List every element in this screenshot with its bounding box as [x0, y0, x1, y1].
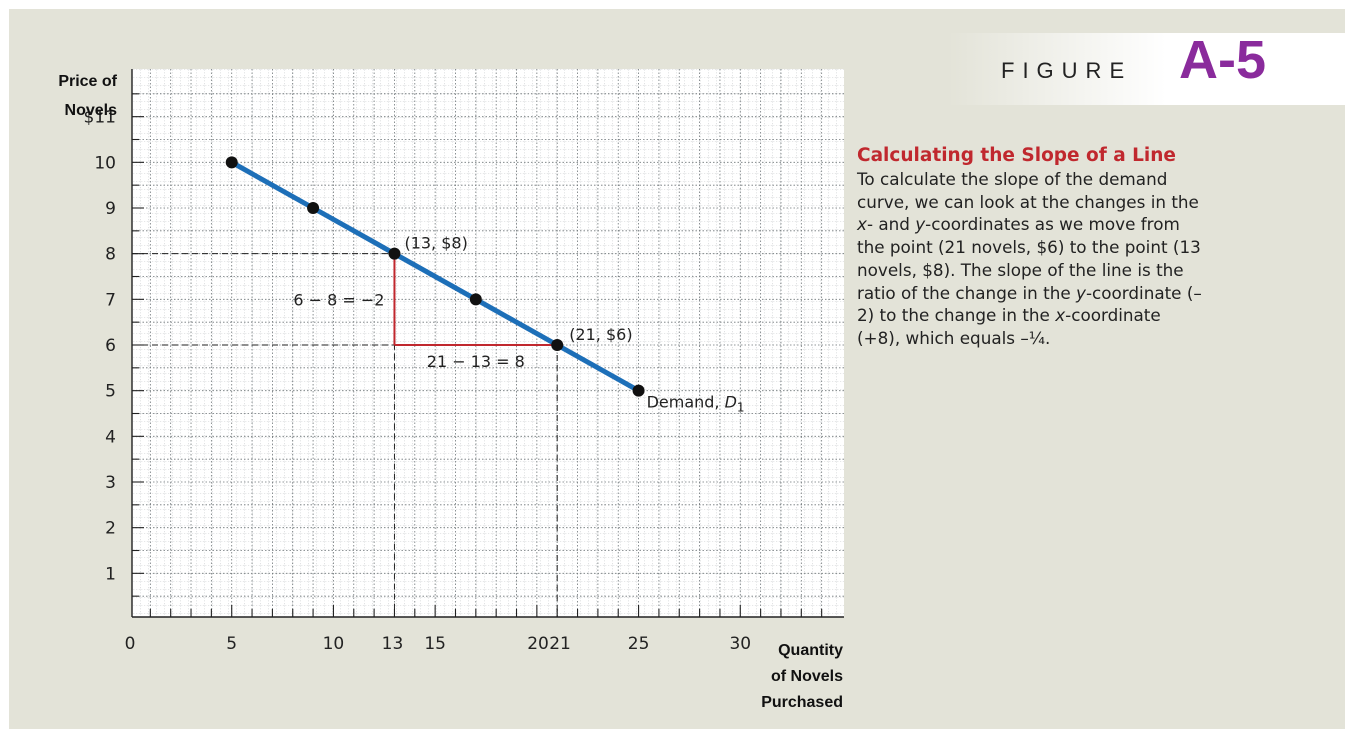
- x-axis-title-line-1: Quantity: [778, 642, 843, 659]
- y-tick-label: 9: [105, 199, 116, 219]
- slope-rise-label: 6 − 8 = −2: [293, 290, 384, 309]
- y-tick-label: 3: [105, 473, 116, 493]
- demand-curve-line: [229, 159, 642, 394]
- figure-word: FIGURE: [1001, 58, 1133, 83]
- y-tick-label: 10: [94, 153, 116, 173]
- caption-body: To calculate the slope of the demand cur…: [857, 169, 1202, 348]
- y-tick-label: 5: [105, 382, 116, 402]
- point-label-13-8: (13, $8): [404, 234, 467, 253]
- y-tick-label: 2: [105, 519, 116, 539]
- demand-series-label: Demand, D1: [647, 393, 745, 415]
- slope-run-label: 21 − 13 = 8: [427, 352, 525, 371]
- y-tick-label: 8: [105, 245, 116, 265]
- y-tick-label: 1: [105, 564, 116, 584]
- x-tick-label: 15: [424, 634, 446, 654]
- minor-grid: [132, 69, 844, 617]
- x-tick-label: 13: [382, 634, 404, 654]
- x-axis-title-line-3: Purchased: [761, 694, 843, 711]
- x-tick-label: 21: [549, 634, 571, 654]
- demand-point: [307, 202, 320, 214]
- figure-number: A-5: [1179, 30, 1267, 90]
- x-axis-title-line-2: of Novels: [771, 668, 843, 685]
- figure-panel: 0 5 10 13 15 20 21 25 30 1 2 3 4 5 6 7 8 9 10 $11 6 − 8 = −…: [9, 9, 1345, 729]
- point-label-21-6: (21, $6): [569, 325, 632, 344]
- x-tick-label: 20: [527, 634, 549, 654]
- x-tick-label: 30: [729, 634, 751, 654]
- demand-point: [225, 156, 238, 169]
- x-tick-label: 10: [323, 634, 345, 654]
- x-tick-label: 0: [125, 634, 136, 654]
- y-tick-label: $11: [84, 108, 116, 128]
- x-tick-label: 5: [226, 634, 237, 654]
- caption-title: Calculating the Slope of a Line: [857, 145, 1176, 166]
- demand-point: [551, 339, 564, 351]
- demand-point: [388, 247, 401, 260]
- y-axis-title-line-1: Price of: [58, 73, 117, 90]
- demand-chart: 0 5 10 13 15 20 21 25 30 1 2 3 4 5 6 7 8 9 10 $11 6 − 8 = −…: [58, 69, 844, 711]
- y-axis-title-line-2: Novels: [65, 102, 118, 119]
- y-tick-label: 4: [105, 427, 116, 447]
- demand-point: [469, 293, 482, 306]
- figure-header: FIGURE A-5: [947, 33, 1345, 105]
- demand-point: [632, 384, 645, 397]
- y-tick-label: 7: [105, 290, 116, 310]
- figure-caption: Calculating the Slope of a Line To calcu…: [857, 145, 1207, 350]
- x-tick-label: 25: [628, 634, 650, 654]
- y-tick-label: 6: [105, 336, 116, 356]
